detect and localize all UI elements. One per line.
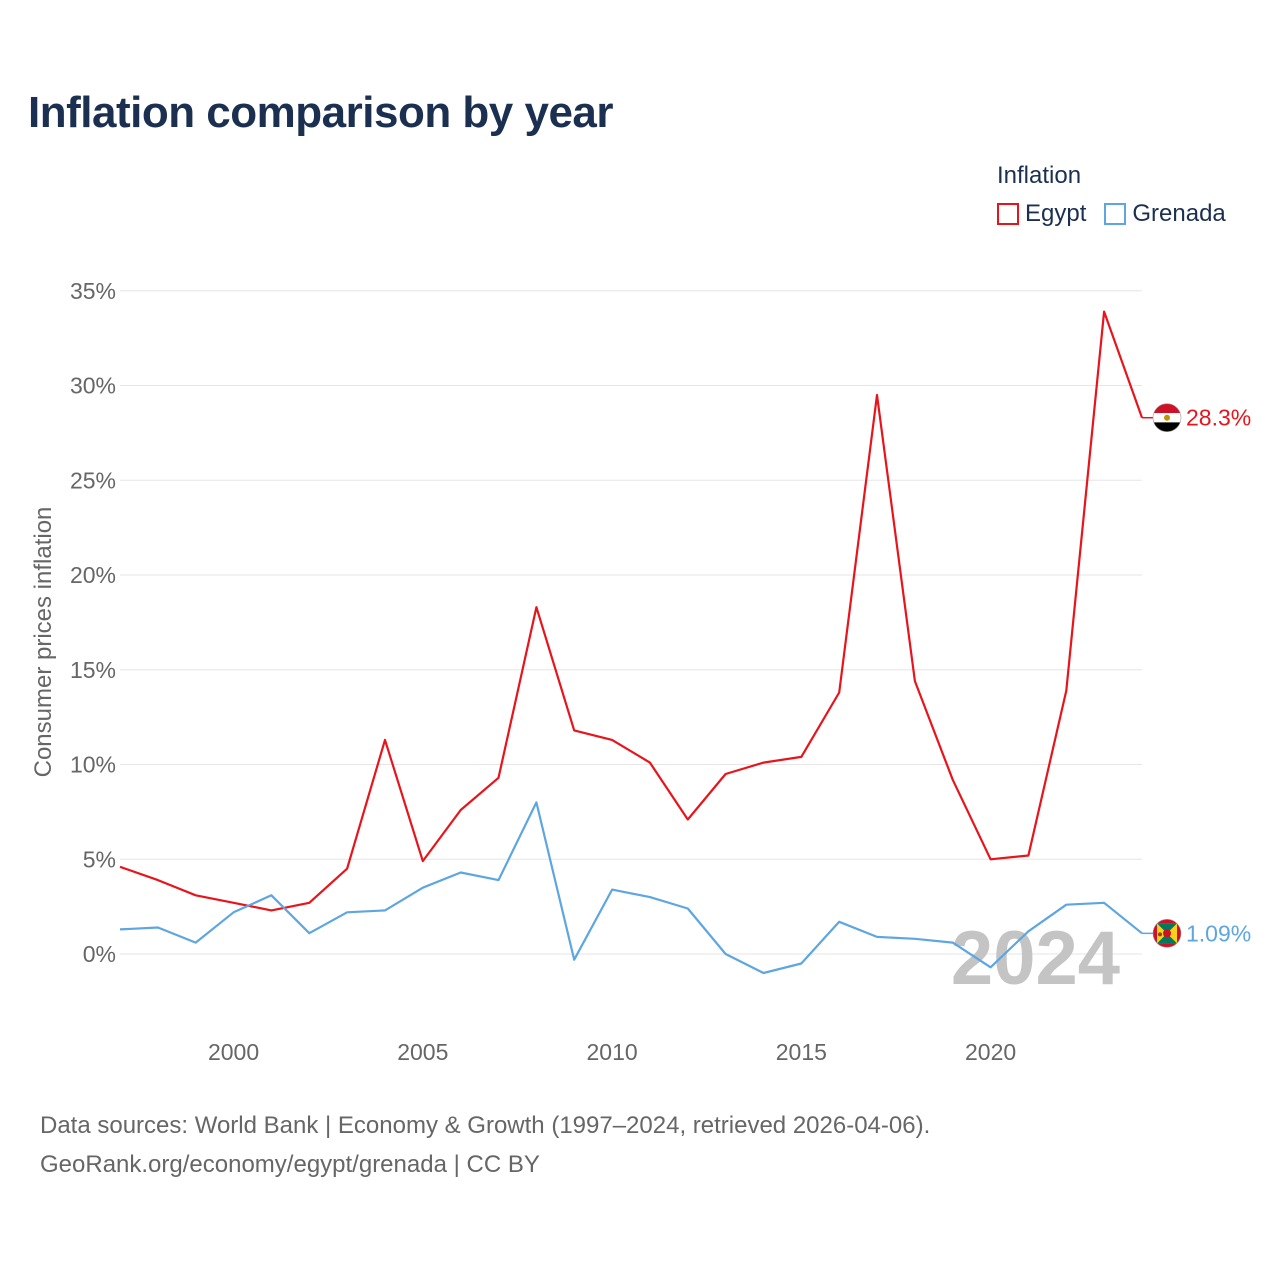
gridlines <box>120 290 1142 955</box>
legend-item-grenada[interactable]: Grenada <box>1104 200 1226 228</box>
legend-item-egypt[interactable]: Egypt <box>997 200 1086 228</box>
legend-swatch-egypt <box>997 203 1019 225</box>
legend-label-grenada: Grenada <box>1132 200 1226 227</box>
y-tick-label: 5% <box>83 846 116 872</box>
series-lines <box>119 310 1144 975</box>
legend: Inflation Egypt Grenada <box>997 162 1226 228</box>
end-labels: 28.3% 1.09% <box>1142 403 1251 948</box>
y-tick-label: 10% <box>70 752 116 778</box>
source-line-1: Data sources: World Bank | Economy & Gro… <box>40 1112 931 1139</box>
x-tick-label: 2000 <box>208 1039 259 1065</box>
source-line-2: GeoRank.org/economy/egypt/grenada | CC B… <box>40 1151 540 1178</box>
grenada-flag-icon <box>1152 919 1182 948</box>
x-tick-labels: 2000 2005 2010 2015 2020 <box>208 1039 1016 1065</box>
x-tick-label: 2020 <box>965 1039 1016 1065</box>
egypt-flag-icon <box>1152 403 1182 433</box>
y-tick-labels: 0% 5% 10% 15% 20% 25% 30% 35% <box>70 278 116 967</box>
y-tick-label: 30% <box>70 373 116 399</box>
legend-swatch-grenada <box>1104 203 1127 225</box>
series-line-grenada <box>119 801 1143 975</box>
x-tick-label: 2015 <box>776 1039 827 1065</box>
y-axis-label: Consumer prices inflation <box>30 507 57 778</box>
end-label-egypt: 28.3% <box>1186 405 1251 431</box>
legend-title: Inflation <box>997 162 1082 189</box>
chart-title: Inflation comparison by year <box>28 88 614 137</box>
legend-label-egypt: Egypt <box>1025 200 1087 227</box>
y-tick-label: 15% <box>70 657 116 683</box>
y-tick-label: 20% <box>70 562 116 588</box>
x-tick-label: 2005 <box>397 1039 448 1065</box>
y-tick-label: 25% <box>70 467 116 493</box>
end-label-grenada: 1.09% <box>1186 920 1251 946</box>
y-tick-label: 0% <box>83 941 116 967</box>
x-tick-label: 2010 <box>586 1039 637 1065</box>
series-line-egypt <box>119 310 1144 912</box>
y-tick-label: 35% <box>70 278 116 304</box>
source-note: Data sources: World Bank | Economy & Gro… <box>40 1106 930 1184</box>
